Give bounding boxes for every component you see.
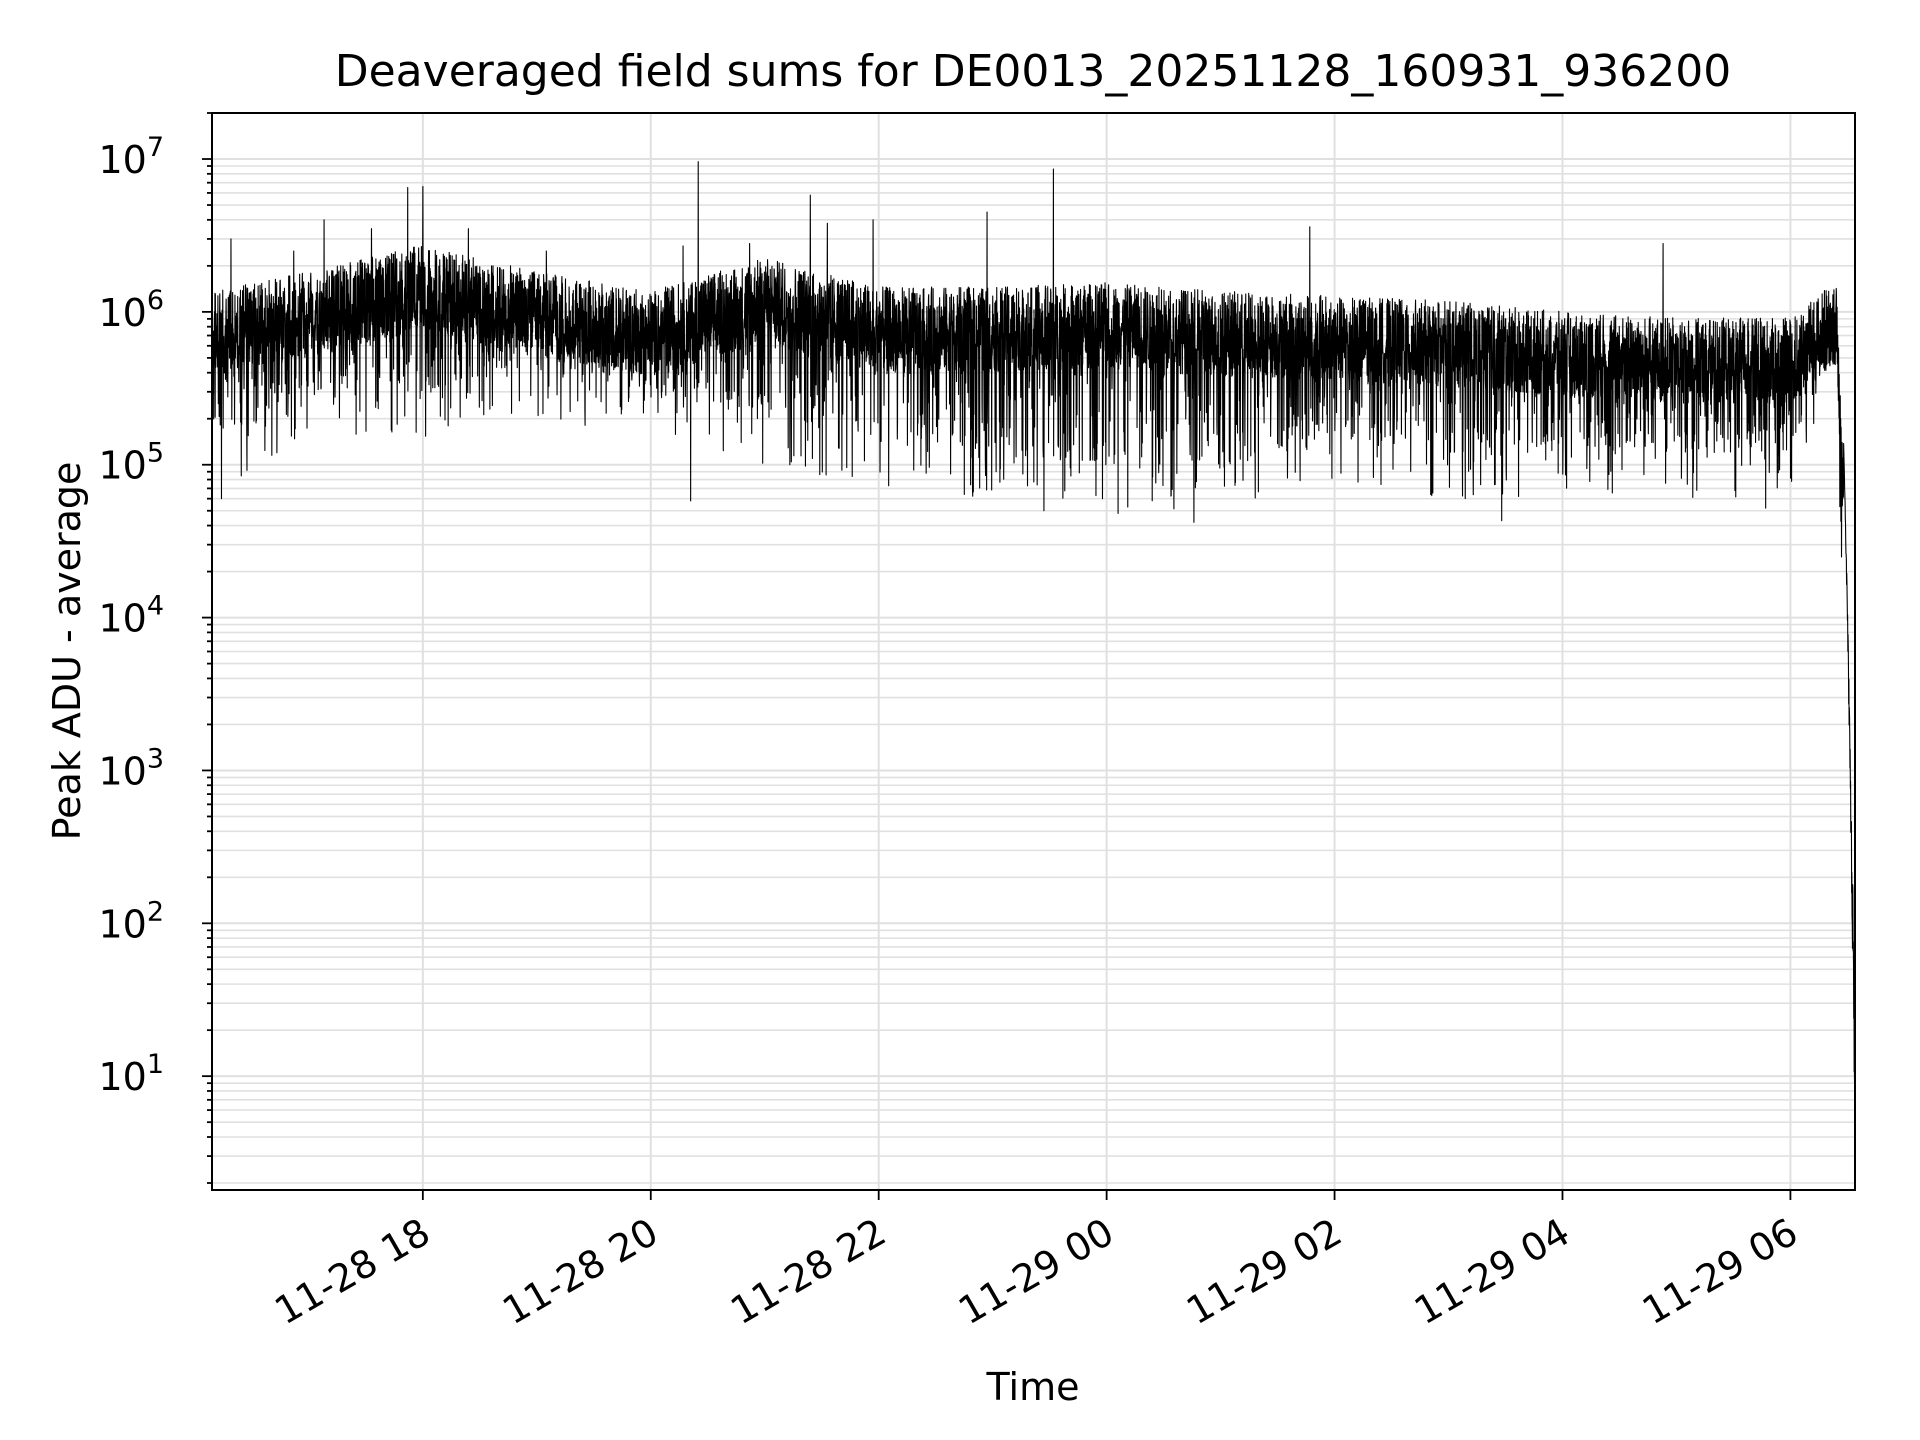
y-tick-exponent: 6: [147, 285, 164, 316]
y-tick-exponent: 1: [147, 1049, 164, 1080]
y-tick-base: 10: [98, 902, 146, 946]
x-axis-label: Time: [986, 1365, 1080, 1409]
y-tick-label: 105: [98, 438, 164, 488]
y-tick-exponent: 3: [147, 743, 164, 774]
y-axis-label: Peak ADU - average: [45, 462, 89, 841]
y-tick-base: 10: [98, 291, 146, 335]
y-tick-base: 10: [98, 138, 146, 182]
chart-title: Deaveraged field sums for DE0013_2025112…: [335, 46, 1732, 97]
y-tick-label: 101: [98, 1049, 164, 1099]
y-tick-base: 10: [98, 597, 146, 641]
y-tick-label: 106: [98, 285, 164, 335]
y-tick-label: 104: [98, 591, 164, 641]
y-tick-exponent: 7: [147, 132, 164, 163]
y-tick-label: 103: [98, 743, 164, 793]
y-tick-exponent: 5: [147, 438, 164, 469]
y-tick-base: 10: [98, 749, 146, 793]
y-tick-exponent: 2: [147, 896, 164, 927]
series-layer: [211, 161, 1856, 1107]
y-tick-base: 10: [98, 444, 146, 488]
y-tick-label: 102: [98, 896, 164, 946]
ticks-layer: [202, 112, 1792, 1200]
y-tick-base: 10: [98, 1055, 146, 1099]
y-tick-exponent: 4: [147, 591, 164, 622]
y-tick-label: 107: [98, 132, 164, 182]
series-line: [211, 161, 1856, 1107]
grid-layer: [212, 112, 1855, 1190]
